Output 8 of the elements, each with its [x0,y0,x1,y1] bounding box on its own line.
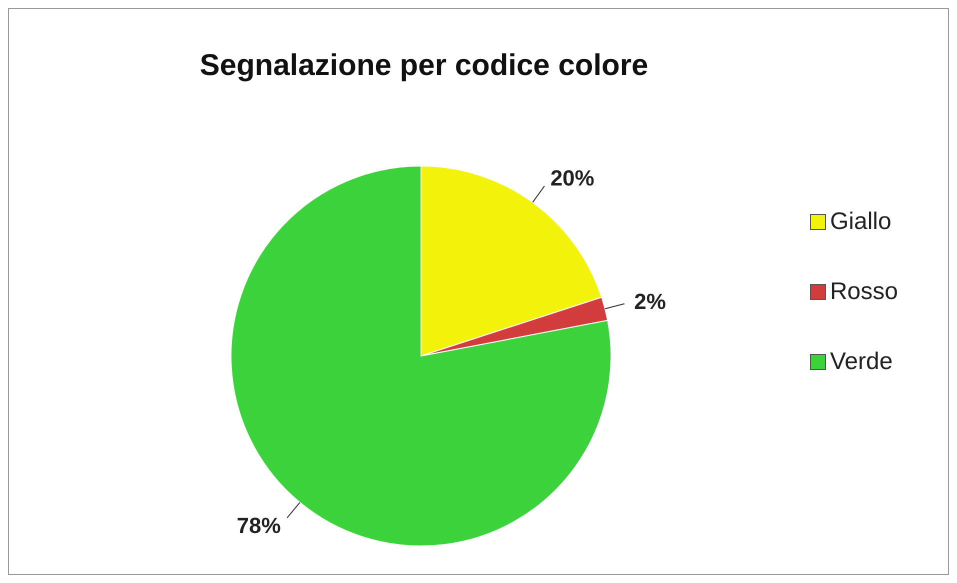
pie-slice [230,166,612,546]
legend-label: Verde [830,348,893,376]
legend-label: Rosso [830,278,898,306]
data-label: 78% [236,513,281,538]
legend-label: Giallo [830,208,892,236]
data-label: 20% [550,166,594,191]
data-label: 2% [634,288,666,314]
chart-title: Segnalazione per codice colore [198,49,650,83]
